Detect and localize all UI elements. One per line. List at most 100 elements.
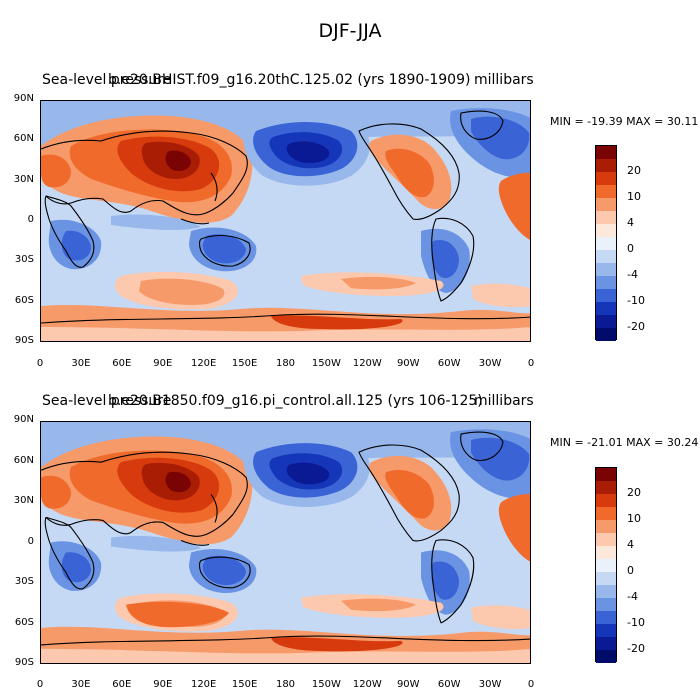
asian-high-peak xyxy=(165,150,191,171)
colorbar-swatch xyxy=(596,624,616,637)
colorbar-swatch xyxy=(596,263,616,276)
na-low-inner xyxy=(471,116,530,160)
colorbar-tick-label: 0 xyxy=(627,242,634,255)
colorbar-swatch xyxy=(596,237,616,250)
lon-tick-label: 60W xyxy=(437,679,461,690)
aleutian-low-core xyxy=(286,462,330,485)
lat-tick-label: 60S xyxy=(14,294,34,306)
lon-tick-label: 0 xyxy=(36,358,44,369)
lon-tick-label: 0 xyxy=(36,679,44,690)
lat-tick-label: 0 xyxy=(27,535,34,547)
aleutian-low-core xyxy=(286,141,330,163)
north-america-coastline xyxy=(358,123,460,220)
lat-tick-label: 60S xyxy=(14,616,34,628)
colorbar-swatch xyxy=(596,185,616,198)
lon-tick-label: 120E xyxy=(190,358,217,369)
colorbar-swatch xyxy=(596,650,616,663)
panel1-map xyxy=(40,100,531,342)
colorbar-swatch xyxy=(596,172,616,185)
lon-tick-label: 180 xyxy=(275,358,296,369)
colorbar-tick-label: -20 xyxy=(627,320,645,333)
lon-tick-label: 150E xyxy=(231,679,258,690)
lat-tick-label: 60N xyxy=(13,133,34,145)
africa-coastline xyxy=(44,516,95,590)
south-pacific-high-core xyxy=(341,598,416,612)
colorbar-swatch xyxy=(596,159,616,172)
panel1-case-label: b.e20.BHIST.f09_g16.20thC.125.02 (yrs 18… xyxy=(108,72,471,88)
lon-tick-label: 30W xyxy=(478,679,502,690)
indonesia-coastline xyxy=(180,539,210,546)
colorbar-tick-label: 10 xyxy=(627,190,641,203)
na-high-inner xyxy=(385,469,434,519)
page-title: DJF-JJA xyxy=(318,20,382,42)
lat-tick-label: 90S xyxy=(14,335,34,346)
sea-level-pressure-field xyxy=(41,101,530,341)
north-america-coastline xyxy=(358,444,460,542)
lon-tick-label: 30E xyxy=(71,679,91,690)
indian-ocean-low xyxy=(111,535,201,552)
lon-tick-label: 150W xyxy=(311,679,341,690)
south-america-coastline xyxy=(431,539,475,624)
sea-level-pressure-field xyxy=(41,422,530,663)
colorbar-swatch xyxy=(596,637,616,650)
africa-coastline xyxy=(44,195,95,268)
lon-tick-label: 30E xyxy=(71,358,91,369)
colorbar-swatch xyxy=(596,494,616,507)
lat-tick-label: 60N xyxy=(13,454,34,466)
colorbar-swatch xyxy=(596,211,616,224)
colorbar-swatch xyxy=(596,250,616,263)
panel1-minmax-label: MIN = -19.39 MAX = 30.11 xyxy=(550,115,699,128)
asian-high-peak xyxy=(165,471,191,493)
panel1-colorbar xyxy=(595,145,617,341)
antarctic-red-core xyxy=(271,315,403,330)
antarctica-coastline xyxy=(41,635,530,646)
colorbar-tick-label: -10 xyxy=(627,294,645,307)
australia-low-core xyxy=(202,555,246,586)
eurasia-coastline xyxy=(41,130,248,216)
japan-coastline xyxy=(210,493,218,523)
lon-tick-label: 90W xyxy=(396,358,420,369)
australia-coastline xyxy=(198,234,251,267)
colorbar-swatch xyxy=(596,302,616,315)
lat-tick-label: 90S xyxy=(14,657,34,668)
lon-tick-label: 150E xyxy=(231,358,258,369)
colorbar-swatch xyxy=(596,481,616,494)
eurasia-coastline xyxy=(41,451,248,537)
panel2-minmax-label: MIN = -21.01 MAX = 30.24 xyxy=(550,436,699,449)
greenland-coastline xyxy=(460,431,504,462)
lon-tick-label: 90E xyxy=(153,679,173,690)
indian-ocean-low xyxy=(111,214,201,231)
colorbar-swatch xyxy=(596,224,616,237)
lon-tick-label: 120W xyxy=(352,679,382,690)
colorbar-tick-label: 0 xyxy=(627,564,634,577)
panel1-units-label: millibars xyxy=(474,72,534,88)
south-america-coastline xyxy=(431,217,475,302)
lon-tick-label: 90W xyxy=(396,679,420,690)
lon-tick-label: 120W xyxy=(352,358,382,369)
south-indian-high-inner xyxy=(139,278,225,305)
greenland-coastline xyxy=(460,110,504,140)
panel2-units-label: millibars xyxy=(474,393,534,409)
australia-coastline xyxy=(198,556,251,589)
panel2-case-label: b.e20.B1850.f09_g16.pi_control.all.125 (… xyxy=(108,393,483,409)
south-indian-high-core xyxy=(126,601,229,628)
colorbar-tick-label: 20 xyxy=(627,486,641,499)
lon-tick-label: 150W xyxy=(311,358,341,369)
africa-low-core xyxy=(61,552,91,583)
south-atlantic-high xyxy=(471,605,530,630)
indonesia-coastline xyxy=(180,218,210,225)
lon-tick-label: 0 xyxy=(527,679,535,690)
lon-tick-label: 60W xyxy=(437,358,461,369)
lat-tick-label: 30S xyxy=(14,576,34,587)
antarctic-red-core xyxy=(271,637,403,652)
colorbar-tick-label: -4 xyxy=(627,590,638,603)
south-atlantic-high xyxy=(471,283,530,308)
colorbar-swatch xyxy=(596,198,616,211)
lon-tick-label: 120E xyxy=(190,679,217,690)
colorbar-tick-label: -4 xyxy=(627,268,638,281)
colorbar-swatch xyxy=(596,546,616,559)
panel1-variable-label: Sea-level pressure xyxy=(42,72,172,88)
lat-tick-label: 30S xyxy=(14,254,34,266)
south-america-low-core xyxy=(431,239,459,279)
colorbar-swatch xyxy=(596,507,616,520)
